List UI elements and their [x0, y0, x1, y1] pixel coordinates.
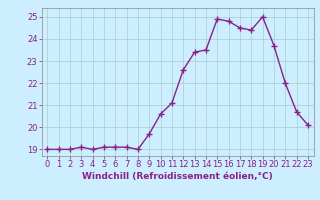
- X-axis label: Windchill (Refroidissement éolien,°C): Windchill (Refroidissement éolien,°C): [82, 172, 273, 181]
